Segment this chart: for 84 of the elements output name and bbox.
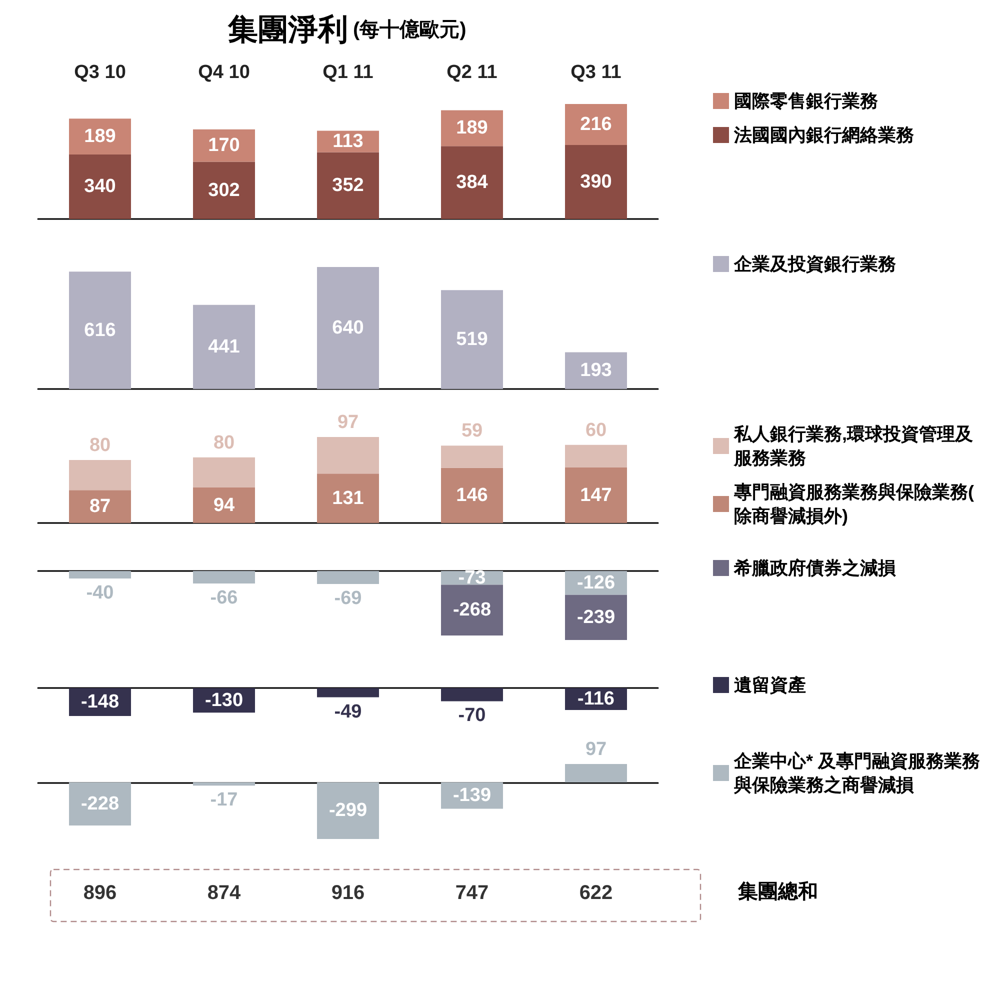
bar [69,154,131,219]
data-label: 170 [208,135,240,156]
data-label: 390 [580,171,612,192]
data-label: -126 [576,572,616,594]
data-label: 189 [456,118,488,139]
data-label: 874 [207,882,242,904]
data-label: 59 [461,420,483,442]
data-label: -73 [458,567,486,588]
bar [565,467,627,523]
data-label: 189 [84,126,116,148]
x-tick-label: Q3 11 [570,62,622,83]
bar [441,290,503,390]
data-label: 113 [332,130,364,152]
data-label: -139 [452,785,492,806]
data-label: 97 [585,739,607,760]
data-label: -130 [204,690,244,711]
data-label: -299 [328,800,368,822]
data-label: 193 [580,360,612,382]
chart-title: 集團淨利 [227,14,348,46]
legend-label: 私人銀行業務,環球投資管理及服務業務 [733,424,974,468]
bar [193,305,255,390]
legend-label: 專門融資服務業務與保險業務(除商譽減損外) [733,482,974,526]
data-label: -69 [334,588,362,609]
x-tick-label: Q1 11 [322,62,374,83]
data-label: -239 [576,606,616,628]
bar [317,436,379,474]
data-label: 80 [213,432,235,454]
legend-label: 遺留資產 [734,675,806,696]
legend-label: 國際零售銀行業務 [734,91,878,111]
bar [317,267,379,390]
bar [441,468,503,523]
data-label: 131 [332,488,364,509]
data-label: 60 [585,420,607,441]
data-label: -17 [210,790,238,811]
data-label: -148 [80,692,120,713]
legend-label: 希臘政府債券之減損 [733,558,896,578]
data-label: 616 [84,320,116,341]
bar [69,460,131,490]
data-label: 916 [331,882,365,904]
x-tick-label: Q3 10 [74,62,126,83]
data-label: 302 [208,180,240,201]
chart-subtitle: (每十億歐元) [353,18,466,41]
bar [193,457,255,488]
data-label: 97 [337,412,359,433]
data-label: 146 [456,484,488,506]
data-label: 622 [579,882,613,904]
x-tick-label: Q2 11 [446,62,498,83]
bar [565,104,627,145]
data-label: 896 [83,882,117,904]
legend-label: 企業中心* 及專門融資服務業務與保險業務之商譽減損 [733,751,980,796]
data-label: 640 [332,318,364,339]
text: 集團總和 [737,880,818,904]
data-label: 352 [332,175,364,196]
bar [193,487,255,523]
data-label: -40 [86,582,114,604]
data-label: 384 [456,172,488,194]
bar [441,445,503,468]
bar [317,473,379,523]
data-label: -66 [210,587,238,608]
data-label: 94 [213,494,235,516]
bar [69,272,131,390]
data-label: -228 [80,794,120,815]
data-label: 80 [89,434,111,456]
data-label: -116 [578,688,614,710]
bar [69,490,131,523]
bar [565,144,627,219]
legend-label: 法國國內銀行網絡業務 [733,125,914,145]
data-label: 340 [84,176,116,198]
x-tick-label: Q4 10 [198,62,250,83]
data-label: 87 [89,496,111,517]
data-label: 147 [580,484,612,506]
data-label: 441 [208,336,240,358]
bar [441,146,503,219]
data-label: -49 [334,701,362,722]
data-label: 747 [455,882,489,904]
data-label: -268 [452,599,492,620]
data-label: -70 [458,705,486,726]
bar [317,152,379,219]
bar [193,162,255,219]
bar [565,352,627,390]
legend-label: 企業及投資銀行業務 [733,254,896,274]
data-label: 519 [456,329,488,350]
data-label: 216 [580,114,612,135]
bar [565,444,627,468]
